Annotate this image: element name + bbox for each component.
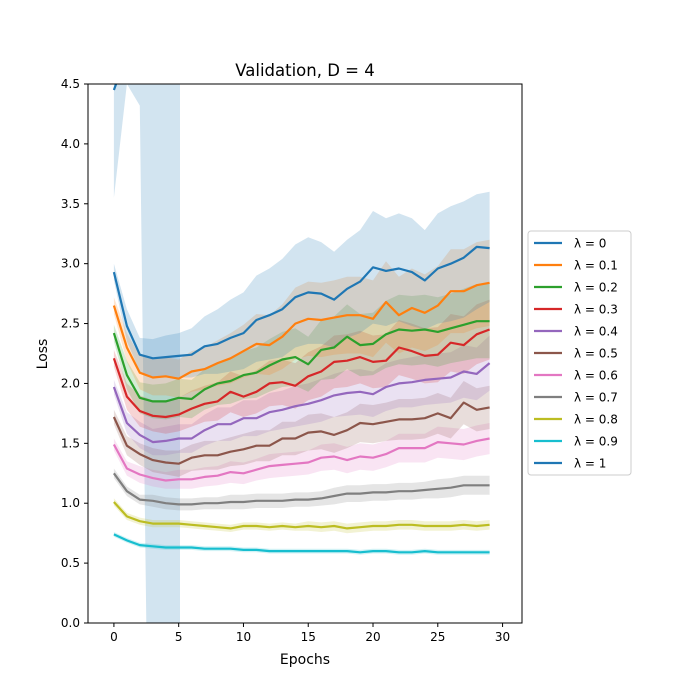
legend-label: λ = 0.7 xyxy=(574,391,618,405)
y-axis: 0.0 0.5 1.0 1.5 2.0 2.5 3.0 3.5 4.0 4.5 xyxy=(61,77,88,630)
series-line xyxy=(112,437,490,482)
confidence-band xyxy=(113,299,490,434)
legend-label: λ = 1 xyxy=(574,457,606,471)
y-tick-label: 2.0 xyxy=(61,376,80,390)
series-line xyxy=(112,320,490,403)
confidence-band xyxy=(113,239,490,398)
y-tick-label: 1.0 xyxy=(61,496,80,510)
y-tick-label: 2.5 xyxy=(61,317,80,331)
x-tick-label: 15 xyxy=(301,630,316,644)
series-line xyxy=(112,362,491,444)
plot-frame xyxy=(87,83,523,624)
y-tick-label: 4.0 xyxy=(61,137,80,151)
x-tick-label: 0 xyxy=(110,630,118,644)
legend-label: λ = 0.3 xyxy=(574,303,618,317)
confidence-band xyxy=(113,381,490,477)
confidence-band xyxy=(113,84,180,623)
legend-label: λ = 0.8 xyxy=(574,413,618,427)
confidence-band xyxy=(113,284,490,420)
x-tick-label: 5 xyxy=(175,630,183,644)
y-tick-label: 0.0 xyxy=(61,616,80,630)
series-line xyxy=(112,245,490,360)
x-axis: 0 5 10 15 20 25 30 xyxy=(110,623,510,644)
legend-label: λ = 0.5 xyxy=(574,347,618,361)
chart-title: Validation, D = 4 xyxy=(235,61,375,80)
series-line xyxy=(112,328,490,419)
confidence-band xyxy=(113,191,490,378)
series-line xyxy=(112,401,490,465)
y-tick-label: 3.0 xyxy=(61,257,80,271)
series-line xyxy=(113,533,490,554)
x-tick-label: 10 xyxy=(236,630,251,644)
series-lines xyxy=(112,84,491,554)
confidence-band xyxy=(113,423,490,489)
legend-label: λ = 0.9 xyxy=(574,435,618,449)
y-axis-label: Loss xyxy=(35,339,51,370)
confidence-band xyxy=(113,468,490,511)
y-tick-label: 3.5 xyxy=(61,197,80,211)
x-tick-label: 30 xyxy=(495,630,510,644)
series-line xyxy=(113,501,490,530)
legend-label: λ = 0.4 xyxy=(574,325,618,339)
legend: λ = 0 λ = 0.1 λ = 0.2 λ = 0.3 λ = 0.4 λ = 0.5… xyxy=(527,230,632,476)
legend-label: λ = 0 xyxy=(574,237,606,251)
legend-box xyxy=(527,230,632,476)
x-tick-label: 25 xyxy=(430,630,445,644)
y-tick-label: 1.5 xyxy=(61,436,80,450)
legend-label: λ = 0.2 xyxy=(574,281,618,295)
confidence-band xyxy=(113,335,490,456)
y-tick-label: 4.5 xyxy=(61,77,80,91)
x-axis-label: Epochs xyxy=(280,652,330,668)
series-line xyxy=(112,281,490,380)
series-line xyxy=(113,472,490,506)
x-tick-label: 20 xyxy=(365,630,380,644)
y-tick-label: 0.5 xyxy=(61,556,80,570)
confidence-bands xyxy=(113,84,490,623)
legend-label: λ = 0.6 xyxy=(574,369,618,383)
legend-label: λ = 0.1 xyxy=(574,259,618,273)
